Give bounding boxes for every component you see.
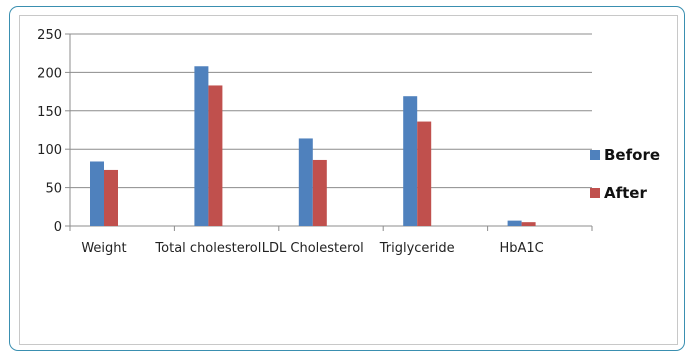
axes [65, 33, 593, 231]
y-tick-label: 250 [37, 28, 62, 43]
y-tick-label: 100 [37, 143, 62, 158]
bar-before-3 [403, 96, 418, 226]
bar-before-1 [194, 66, 209, 226]
tick-labels: 0 50 100 150 200 250 Weight Total cholesterol LD… [37, 28, 544, 256]
x-tick-label: Total cholesterol [154, 241, 261, 256]
x-tick-label: Triglyceride [379, 241, 455, 256]
x-tick-label: Weight [81, 241, 126, 256]
bars [90, 66, 536, 227]
bar-chart: 0 50 100 150 200 250 Weight Total cholesterol LD… [37, 28, 660, 256]
gridlines [70, 33, 592, 189]
bar-before-2 [298, 138, 313, 226]
legend: Before After [590, 146, 660, 202]
x-tick-label: LDL Cholesterol [262, 241, 364, 256]
legend-swatch-before [590, 150, 600, 160]
x-tick-label: HbA1C [499, 241, 543, 256]
bar-before-4 [507, 220, 522, 226]
y-tick-label: 150 [37, 105, 62, 120]
bar-before-0 [90, 161, 104, 226]
bar-after-1 [208, 85, 223, 227]
legend-label-before: Before [604, 146, 660, 164]
chart-area [19, 15, 678, 345]
legend-label-after: After [604, 184, 647, 202]
bar-after-2 [312, 159, 327, 226]
bar-after-3 [417, 121, 432, 226]
y-tick-label: 200 [37, 66, 62, 81]
bar-after-4 [521, 222, 536, 226]
legend-swatch-after [590, 188, 600, 198]
y-tick-label: 0 [54, 220, 62, 235]
bar-after-0 [104, 169, 118, 226]
y-tick-label: 50 [45, 182, 62, 197]
